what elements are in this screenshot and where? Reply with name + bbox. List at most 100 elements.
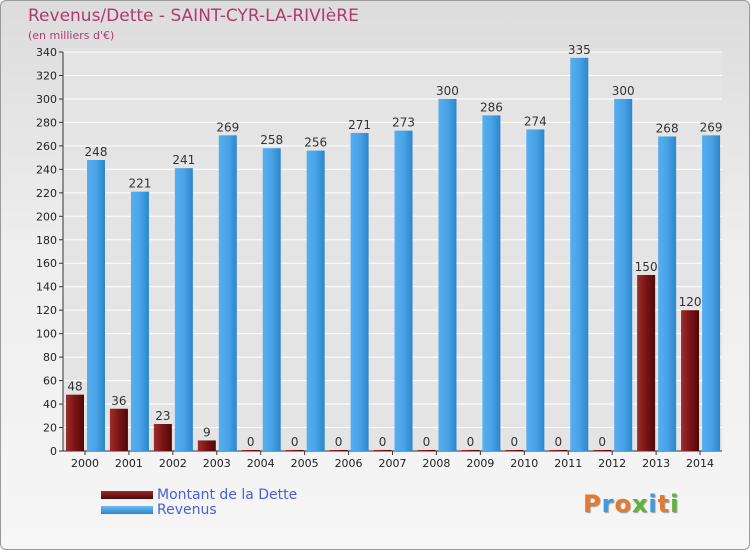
- bar-dette: [505, 450, 524, 451]
- y-tick-label: 260: [36, 140, 57, 153]
- bar-dette: [373, 450, 392, 451]
- x-tick-label: 2013: [642, 457, 670, 470]
- bar-revenus: [174, 168, 193, 451]
- y-tick-label: 200: [36, 210, 57, 223]
- data-label-revenus: 269: [216, 120, 239, 134]
- bar-revenus: [350, 132, 369, 452]
- x-tick-label: 2012: [598, 457, 626, 470]
- data-label-dette: 120: [679, 295, 702, 309]
- bar-revenus: [262, 148, 281, 451]
- data-label-dette: 0: [467, 435, 475, 449]
- data-label-dette: 0: [335, 435, 343, 449]
- legend-item-dette: Montant de la Dette: [101, 486, 298, 503]
- plot-area: [63, 52, 722, 451]
- x-tick-label: 2009: [466, 457, 494, 470]
- data-label-revenus: 273: [392, 116, 415, 130]
- data-label-revenus: 241: [172, 153, 195, 167]
- bar-revenus: [438, 98, 457, 452]
- data-label-revenus: 248: [85, 145, 108, 159]
- data-label-revenus: 274: [524, 114, 547, 128]
- x-tick-label: 2007: [379, 457, 407, 470]
- legend-label-revenus: Revenus: [157, 501, 217, 518]
- data-label-revenus: 256: [304, 136, 327, 150]
- y-tick-label: 160: [36, 257, 57, 270]
- bar-revenus: [218, 135, 237, 451]
- y-tick-label: 140: [36, 281, 57, 294]
- y-tick-label: 220: [36, 187, 57, 200]
- legend-label-dette: Montant de la Dette: [157, 486, 298, 503]
- data-label-revenus: 269: [700, 120, 723, 134]
- x-tick-label: 2000: [71, 457, 99, 470]
- y-tick-label: 320: [36, 69, 57, 82]
- brand-logo: Proxiti: [583, 490, 680, 518]
- bar-revenus: [130, 191, 149, 451]
- bar-dette: [593, 450, 612, 451]
- x-tick-label: 2004: [247, 457, 275, 470]
- x-tick-label: 2003: [203, 457, 231, 470]
- y-tick-label: 20: [43, 422, 57, 435]
- bar-dette: [329, 450, 348, 451]
- data-label-dette: 9: [203, 425, 211, 439]
- chart-title: Revenus/Dette - SAINT-CYR-LA-RIVIèRE: [28, 6, 359, 26]
- bar-revenus: [702, 135, 721, 451]
- y-tick-label: 300: [36, 93, 57, 106]
- bar-dette: [285, 450, 304, 451]
- y-tick-label: 280: [36, 116, 57, 129]
- y-tick-label: 180: [36, 234, 57, 247]
- bar-dette: [637, 274, 656, 451]
- y-tick-label: 240: [36, 163, 57, 176]
- x-tick-label: 2010: [510, 457, 538, 470]
- x-tick-label: 2001: [115, 457, 143, 470]
- bar-dette: [109, 408, 128, 451]
- legend-swatch-dette: [101, 490, 153, 499]
- y-tick-label: 60: [43, 375, 57, 388]
- data-label-dette: 0: [511, 435, 519, 449]
- x-tick-label: 2002: [159, 457, 187, 470]
- x-tick-label: 2005: [291, 457, 319, 470]
- x-tick-label: 2011: [554, 457, 582, 470]
- bar-revenus: [526, 129, 545, 451]
- chart-subtitle: (en milliers d'€): [28, 29, 115, 42]
- bar-dette: [197, 440, 216, 451]
- data-label-revenus: 300: [612, 84, 635, 98]
- data-label-dette: 36: [111, 394, 126, 408]
- bar-dette: [461, 450, 480, 451]
- data-label-dette: 0: [598, 435, 606, 449]
- y-tick-label: 120: [36, 304, 57, 317]
- data-label-revenus: 221: [128, 177, 151, 191]
- y-tick-label: 40: [43, 398, 57, 411]
- legend: Montant de la Dette Revenus: [101, 486, 298, 518]
- data-label-dette: 0: [247, 435, 255, 449]
- legend-item-revenus: Revenus: [101, 501, 297, 518]
- bar-dette: [241, 450, 260, 451]
- data-label-dette: 0: [423, 435, 431, 449]
- bar-dette: [153, 424, 172, 451]
- bar-revenus: [482, 115, 501, 451]
- x-tick-label: 2014: [686, 457, 714, 470]
- data-label-dette: 0: [554, 435, 562, 449]
- data-label-revenus: 268: [656, 121, 679, 135]
- bar-dette: [417, 450, 436, 451]
- bar-revenus: [87, 159, 105, 451]
- data-label-revenus: 300: [436, 84, 459, 98]
- y-tick-label: 80: [43, 351, 57, 364]
- bar-dette: [549, 450, 568, 451]
- data-label-revenus: 271: [348, 118, 371, 132]
- data-label-dette: 0: [291, 435, 299, 449]
- bar-revenus: [570, 57, 589, 451]
- data-label-revenus: 286: [480, 100, 503, 114]
- data-label-revenus: 258: [260, 133, 283, 147]
- data-label-dette: 48: [67, 380, 82, 394]
- bar-dette: [66, 394, 84, 451]
- y-tick-label: 340: [36, 46, 57, 59]
- data-label-revenus: 335: [568, 43, 591, 57]
- bar-dette: [681, 310, 700, 451]
- bar-revenus: [306, 150, 325, 451]
- bar-revenus: [614, 98, 633, 452]
- data-label-dette: 0: [379, 435, 387, 449]
- data-label-dette: 23: [155, 409, 170, 423]
- legend-swatch-revenus: [101, 505, 153, 514]
- y-tick-label: 0: [50, 445, 57, 458]
